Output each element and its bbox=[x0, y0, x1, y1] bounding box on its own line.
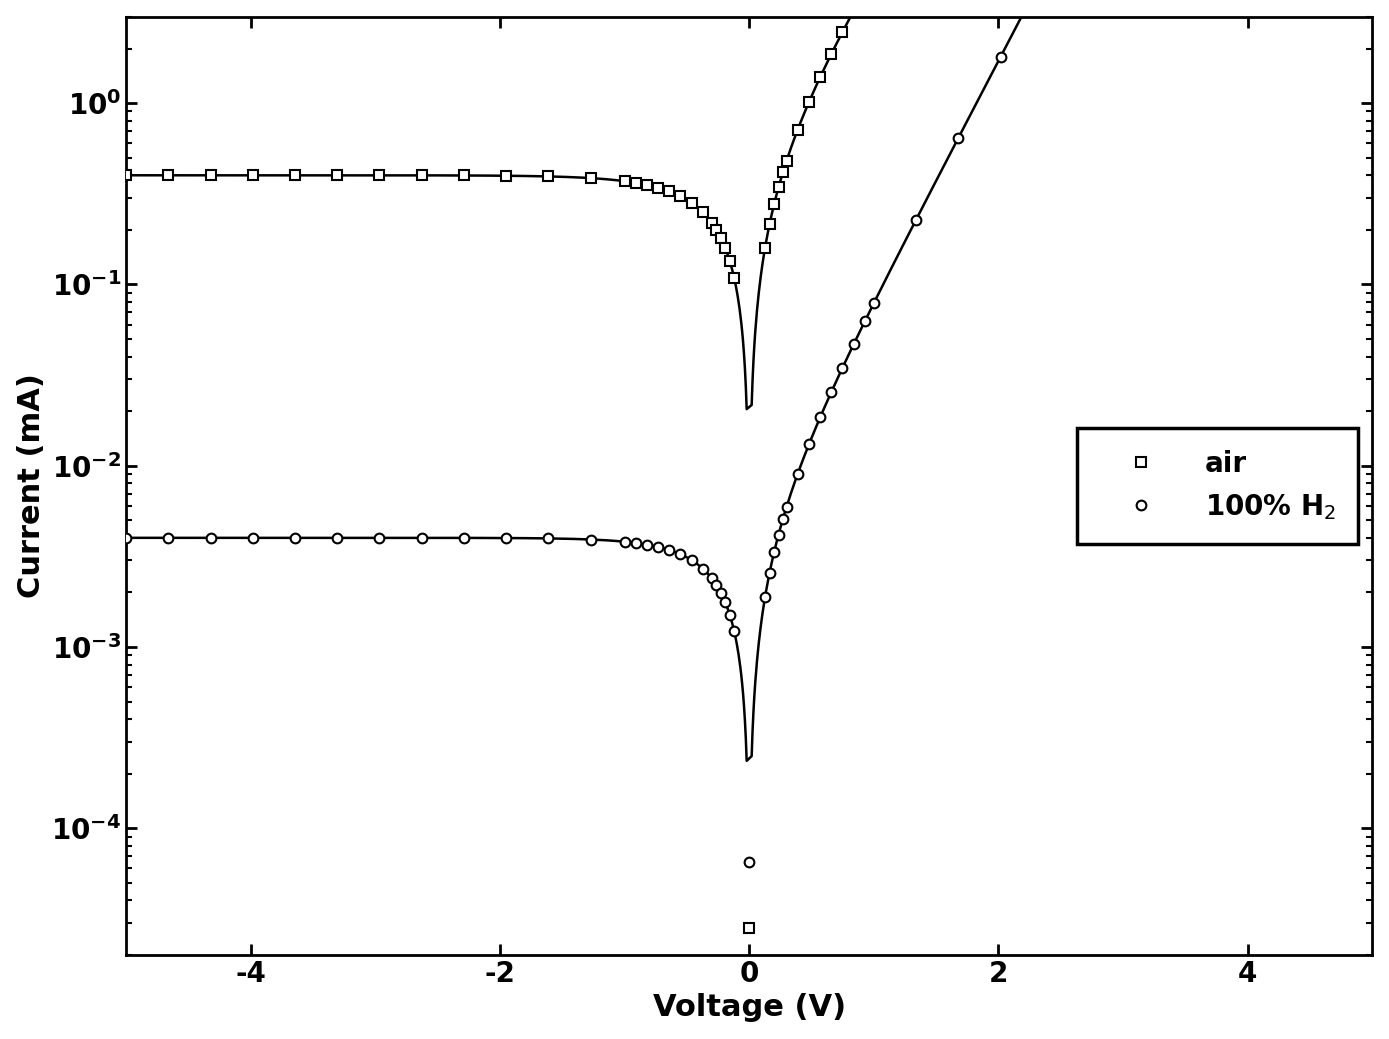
Legend: air, 100% H$_2$: air, 100% H$_2$ bbox=[1078, 428, 1358, 543]
100% H$_2$ bbox=[650, 540, 667, 553]
air bbox=[846, 4, 863, 17]
100% H$_2$ bbox=[582, 533, 599, 545]
Y-axis label: Current (mA): Current (mA) bbox=[17, 373, 46, 598]
air bbox=[650, 182, 667, 194]
X-axis label: Voltage (V): Voltage (V) bbox=[653, 993, 846, 1022]
100% H$_2$ bbox=[846, 338, 863, 350]
air bbox=[118, 169, 135, 182]
Line: 100% H$_2$: 100% H$_2$ bbox=[121, 0, 1343, 636]
air bbox=[726, 271, 743, 284]
air bbox=[661, 185, 678, 197]
100% H$_2$ bbox=[661, 543, 678, 556]
100% H$_2$ bbox=[118, 532, 135, 544]
air bbox=[811, 71, 828, 83]
100% H$_2$ bbox=[726, 624, 743, 637]
100% H$_2$ bbox=[811, 411, 828, 424]
air bbox=[582, 171, 599, 184]
Line: air: air bbox=[121, 0, 1343, 283]
